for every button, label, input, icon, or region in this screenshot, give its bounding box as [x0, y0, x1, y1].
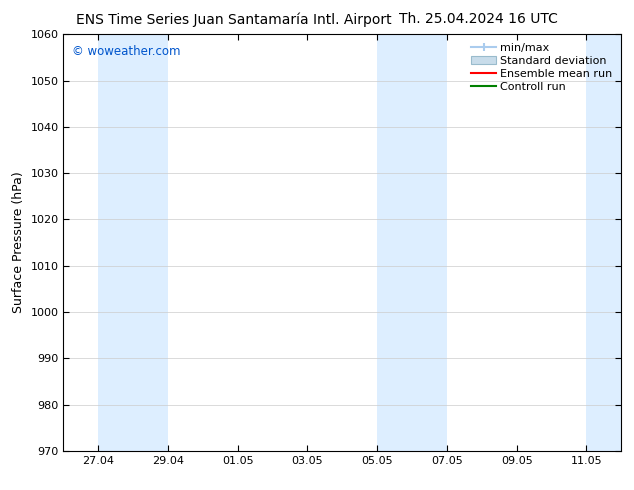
Bar — [586, 34, 621, 451]
Text: © woweather.com: © woweather.com — [72, 45, 180, 58]
Text: Th. 25.04.2024 16 UTC: Th. 25.04.2024 16 UTC — [399, 12, 558, 26]
Legend: min/max, Standard deviation, Ensemble mean run, Controll run: min/max, Standard deviation, Ensemble me… — [468, 40, 616, 95]
Bar — [98, 34, 168, 451]
Bar — [377, 34, 447, 451]
Y-axis label: Surface Pressure (hPa): Surface Pressure (hPa) — [12, 172, 25, 314]
Text: ENS Time Series Juan Santamaría Intl. Airport: ENS Time Series Juan Santamaría Intl. Ai… — [76, 12, 392, 27]
